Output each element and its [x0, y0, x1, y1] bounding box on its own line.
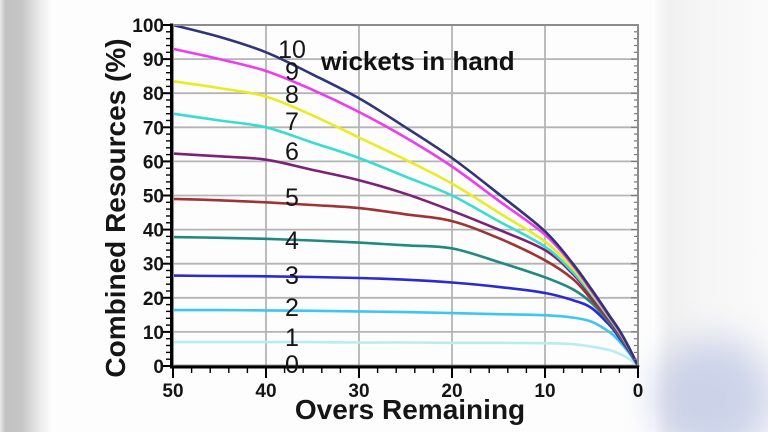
y-tick-label-60: 60 — [143, 152, 164, 173]
y-tick-label-100: 100 — [132, 16, 164, 37]
y-tick-label-80: 80 — [143, 84, 164, 105]
y-tick-label-50: 50 — [143, 187, 164, 208]
curve-label-2: 2 — [285, 294, 299, 322]
curve-w3 — [171, 274, 640, 368]
left-blur-band — [0, 0, 54, 432]
y-tick-label-90: 90 — [143, 50, 164, 71]
curve-label-8: 8 — [285, 81, 299, 109]
y-tick-label-0: 0 — [153, 357, 164, 378]
curve-w2 — [171, 308, 640, 368]
y-axis-title: Combined Resources (%) — [100, 38, 131, 378]
curve-label-9: 9 — [285, 58, 299, 86]
y-tick-label-30: 30 — [143, 255, 164, 276]
y-tick-label-70: 70 — [143, 118, 164, 139]
x-tick-label-10: 10 — [534, 381, 555, 402]
x-tick-label-0: 0 — [633, 381, 644, 402]
curve-w7 — [171, 112, 640, 368]
curve-label-4: 4 — [285, 227, 299, 255]
y-tick-label-10: 10 — [143, 323, 164, 344]
curve-w10 — [171, 23, 640, 368]
curve-label-6: 6 — [285, 138, 299, 166]
x-tick-label-40: 40 — [255, 381, 276, 402]
curve-label-3: 3 — [285, 262, 299, 290]
y-tick-label-40: 40 — [143, 221, 164, 242]
curve-label-5: 5 — [285, 184, 299, 212]
curve-w1 — [171, 340, 640, 368]
x-axis-title: Overs Remaining — [294, 394, 526, 425]
x-tick-label-50: 50 — [162, 381, 183, 402]
curve-label-10: 10 — [278, 36, 306, 64]
bottom-right-blur-blob — [654, 338, 768, 432]
curve-label-7: 7 — [285, 108, 299, 136]
x-tick-label-30: 30 — [348, 381, 369, 402]
curve-label-0: 0 — [285, 351, 299, 379]
y-tick-label-20: 20 — [143, 289, 164, 310]
x-tick-label-20: 20 — [441, 381, 462, 402]
curve-w9 — [171, 47, 640, 368]
wickets-in-hand-annotation: wickets in hand — [321, 46, 515, 76]
curve-label-1: 1 — [285, 324, 299, 352]
